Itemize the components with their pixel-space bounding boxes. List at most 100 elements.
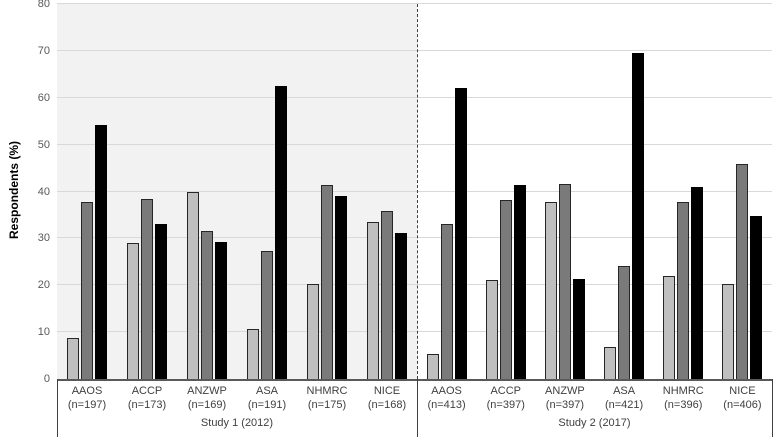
y-tick-label-0: 0	[43, 373, 50, 385]
bar-group-1-NICE	[367, 211, 407, 379]
bar-group-2-NHMRC	[663, 187, 704, 379]
category-n-label: (n=396)	[664, 399, 703, 411]
bar-series_light_gray	[367, 221, 379, 379]
category-label: NICE	[373, 385, 401, 397]
bar-series_black	[750, 216, 763, 379]
gridline-10	[57, 331, 772, 333]
bar-group-2-ANZWP	[544, 184, 585, 379]
y-tick-label-10: 10	[37, 326, 50, 339]
category-label: ASA	[613, 385, 636, 397]
bar-series_black	[454, 88, 467, 379]
gridline-70	[57, 49, 772, 51]
bar-series_mid_gray	[201, 230, 213, 379]
panel-background-2	[417, 4, 772, 379]
bar-group-2-ASA	[604, 52, 645, 379]
bar-group-1-ACCP	[127, 198, 167, 379]
bar-series_black	[395, 232, 407, 379]
plot-area	[57, 3, 772, 381]
bar-series_mid_gray	[677, 201, 690, 379]
category-label: ACCP	[131, 385, 163, 397]
study-panel-label: Study 1 (2012)	[200, 417, 274, 429]
category-label-block: ASA (n=191)	[248, 384, 286, 412]
bar-series_black	[215, 242, 227, 379]
category-label-block: NICE (n=168)	[368, 384, 406, 412]
y-tick-label-70: 70	[37, 44, 50, 57]
y-tick-label-30: 30	[37, 232, 50, 245]
axis-group-border-2	[772, 379, 773, 437]
bar-group-1-ASA	[247, 85, 287, 379]
bar-group-2-ACCP	[485, 185, 526, 379]
gridline-30	[57, 237, 772, 239]
category-n-label: (n=169)	[187, 399, 227, 411]
y-tick-label-80: 80	[37, 0, 50, 10]
category-n-label: (n=191)	[247, 399, 287, 411]
bar-series_mid_gray	[736, 164, 749, 379]
gridline-80	[57, 3, 772, 4]
bar-group-1-NHMRC	[307, 185, 347, 379]
category-n-label: (n=397)	[486, 399, 525, 411]
y-tick-label-20: 20	[37, 279, 50, 292]
bar-series_mid_gray	[81, 201, 93, 379]
bar-series_light_gray	[67, 337, 79, 379]
category-label-block: ANZWP (n=397)	[545, 384, 585, 412]
bar-series_mid_gray	[440, 223, 453, 379]
bar-series_mid_gray	[261, 250, 273, 379]
bar-series_light_gray	[247, 329, 259, 379]
bar-series_mid_gray	[381, 211, 393, 379]
bar-series_light_gray	[663, 276, 676, 379]
category-label: AAOS	[431, 385, 462, 397]
bar-series_black	[95, 125, 107, 379]
bar-series_mid_gray	[141, 198, 153, 379]
category-label-block: ASA (n=421)	[605, 384, 643, 412]
gridline-40	[57, 190, 772, 192]
category-label-block: NHMRC (n=396)	[663, 384, 704, 412]
gridline-60	[57, 96, 772, 98]
category-label: NHMRC	[662, 385, 704, 397]
category-label-block: ACCP (n=173)	[128, 384, 166, 412]
category-label: ANZWP	[545, 385, 585, 397]
bar-series_light_gray	[722, 284, 735, 379]
bar-series_black	[513, 185, 526, 379]
category-label-block: ANZWP (n=169)	[187, 384, 227, 412]
y-tick-label-40: 40	[37, 185, 50, 198]
bar-series_light_gray	[426, 354, 439, 379]
axis-group-border-1	[417, 379, 418, 437]
bar-series_mid_gray	[321, 185, 333, 379]
bar-series_mid_gray	[499, 199, 512, 379]
x-axis-label-area: AAOS (n=197) ACCP (n=173) ANZWP (n=169) ASA (n=…	[57, 379, 773, 439]
category-n-label: (n=173)	[127, 399, 167, 411]
gridline-20	[57, 284, 772, 286]
category-n-label: (n=175)	[307, 399, 347, 411]
category-label-block: AAOS (n=197)	[68, 384, 106, 412]
category-n-label: (n=406)	[723, 399, 762, 411]
category-n-label: (n=168)	[367, 399, 407, 411]
y-tick-label-60: 60	[37, 91, 50, 104]
bar-series_black	[572, 278, 585, 379]
study-panel-label: Study 2 (2017)	[558, 417, 631, 429]
bar-group-2-NICE	[722, 164, 763, 379]
bar-group-1-ANZWP	[187, 192, 227, 379]
y-tick-label-50: 50	[37, 138, 50, 151]
category-n-label: (n=413)	[427, 399, 466, 411]
gridline-50	[57, 143, 772, 145]
bar-series_black	[275, 85, 287, 379]
category-label-block: NHMRC (n=175)	[307, 384, 348, 412]
bar-series_light_gray	[604, 346, 617, 379]
bar-series_light_gray	[127, 242, 139, 379]
category-n-label: (n=397)	[545, 399, 585, 411]
category-label-block: AAOS (n=413)	[427, 384, 465, 412]
category-n-label: (n=197)	[67, 399, 107, 411]
bar-series_black	[691, 187, 704, 379]
bar-group-1-AAOS	[67, 125, 107, 379]
category-label: NHMRC	[306, 385, 348, 397]
bar-series_black	[155, 223, 167, 379]
bar-series_light_gray	[187, 192, 199, 379]
category-label: ACCP	[490, 385, 522, 397]
category-label-block: ACCP (n=397)	[487, 384, 525, 412]
bar-series_mid_gray	[618, 265, 631, 379]
bar-group-2-AAOS	[426, 88, 467, 379]
category-label: ANZWP	[187, 385, 227, 397]
bar-series_light_gray	[544, 202, 557, 379]
category-label: AAOS	[71, 385, 103, 397]
